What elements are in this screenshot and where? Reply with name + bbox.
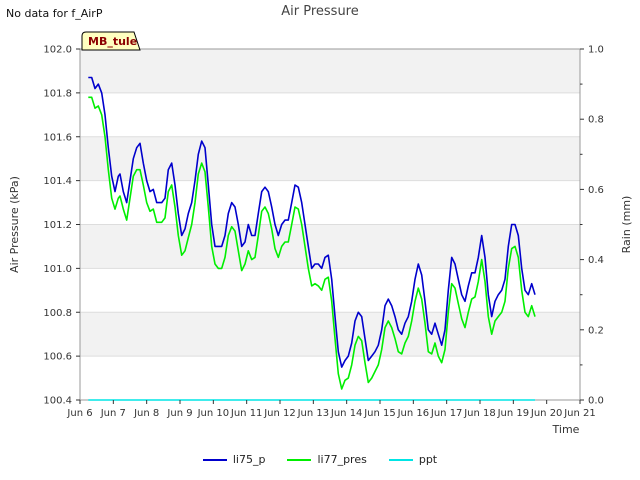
station-badge: MB_tule [81, 31, 141, 51]
x-axis-label: Time [552, 423, 580, 436]
x-tick-label: Jun 9 [166, 408, 192, 419]
legend-swatch-ppt [388, 458, 413, 461]
background-bands [80, 49, 580, 400]
y-axis-ticks: 100.4 100.6 100.8 101.0 101.2 101.4 101.6 101.8… [43, 45, 80, 407]
x-tick-label: Jun 15 [363, 408, 396, 419]
x-tick-label: Jun 7 [100, 408, 126, 419]
y-tick-label: 101.2 [43, 220, 72, 231]
series-layer [88, 76, 536, 401]
background-band [80, 92, 580, 137]
y-axis-label: Air Pressure (kPa) [8, 176, 21, 273]
y-tick-label: 100.6 [43, 352, 72, 363]
x-tick-label: Jun 17 [430, 408, 463, 419]
chart-title: Air Pressure [281, 4, 359, 19]
x-tick-label: Jun 11 [230, 408, 263, 419]
background-band [80, 312, 580, 357]
background-band [80, 356, 580, 400]
y-tick-label: 100.4 [43, 396, 72, 407]
y2-tick-label: 0.6 [588, 185, 604, 196]
legend-swatch-li75-p [202, 458, 227, 461]
y2-axis-label: Rain (mm) [620, 196, 633, 254]
y2-tick-label: 0.2 [588, 325, 604, 336]
station-badge-label: MB_tule [88, 35, 137, 48]
y2-tick-label: 1.0 [588, 45, 604, 56]
y2-tick-label: 0.4 [588, 255, 604, 266]
x-tick-label: Jun 13 [297, 408, 330, 419]
background-band [80, 136, 580, 181]
legend-label-li75-p: li75_p [232, 453, 266, 466]
x-tick-label: Jun 20 [530, 408, 563, 419]
x-tick-label: Jun 18 [463, 408, 496, 419]
x-tick-label: Jun 14 [330, 408, 363, 419]
y-tick-label: 102.0 [43, 45, 72, 56]
x-tick-label: Jun 19 [497, 408, 530, 419]
y-tick-label: 101.4 [43, 176, 72, 187]
legend-label-ppt: ppt [418, 453, 438, 466]
no-data-note: No data for f_AirP [6, 7, 103, 20]
series-line-li75-p [88, 76, 536, 368]
x-tick-label: Jun 16 [397, 408, 430, 419]
x-tick-label: Jun 6 [66, 408, 92, 419]
y-tick-label: 101.8 [43, 88, 72, 99]
legend-item-li75-p: li75_p [202, 453, 266, 466]
y2-tick-label: 0.8 [588, 115, 604, 126]
legend-label-li77-pres: li77_pres [317, 453, 367, 466]
legend-swatch-li77-pres [287, 458, 312, 461]
series-line-li77-pres [88, 96, 536, 390]
x-axis-ticks: Jun 6 Jun 7 Jun 8 Jun 9 Jun 10 Jun 11 Jun 12 Ju… [66, 400, 596, 419]
legend: li75_p li77_pres ppt [0, 453, 640, 466]
background-band [80, 224, 580, 269]
legend-item-ppt: ppt [388, 453, 438, 466]
background-band [80, 49, 580, 93]
y-tick-label: 101.6 [43, 132, 72, 143]
y2-tick-label: 0.0 [588, 396, 604, 407]
grid-lines [80, 48, 580, 401]
y2-axis-ticks: 0.0 0.2 0.4 0.6 0.8 1.0 [580, 45, 604, 407]
x-tick-label: Jun 21 [563, 408, 596, 419]
background-band [80, 180, 580, 225]
y-tick-label: 100.8 [43, 308, 72, 319]
x-tick-label: Jun 12 [263, 408, 296, 419]
y-tick-label: 101.0 [43, 264, 72, 275]
x-tick-label: Jun 8 [133, 408, 159, 419]
x-tick-label: Jun 10 [197, 408, 230, 419]
legend-item-li77-pres: li77_pres [287, 453, 367, 466]
